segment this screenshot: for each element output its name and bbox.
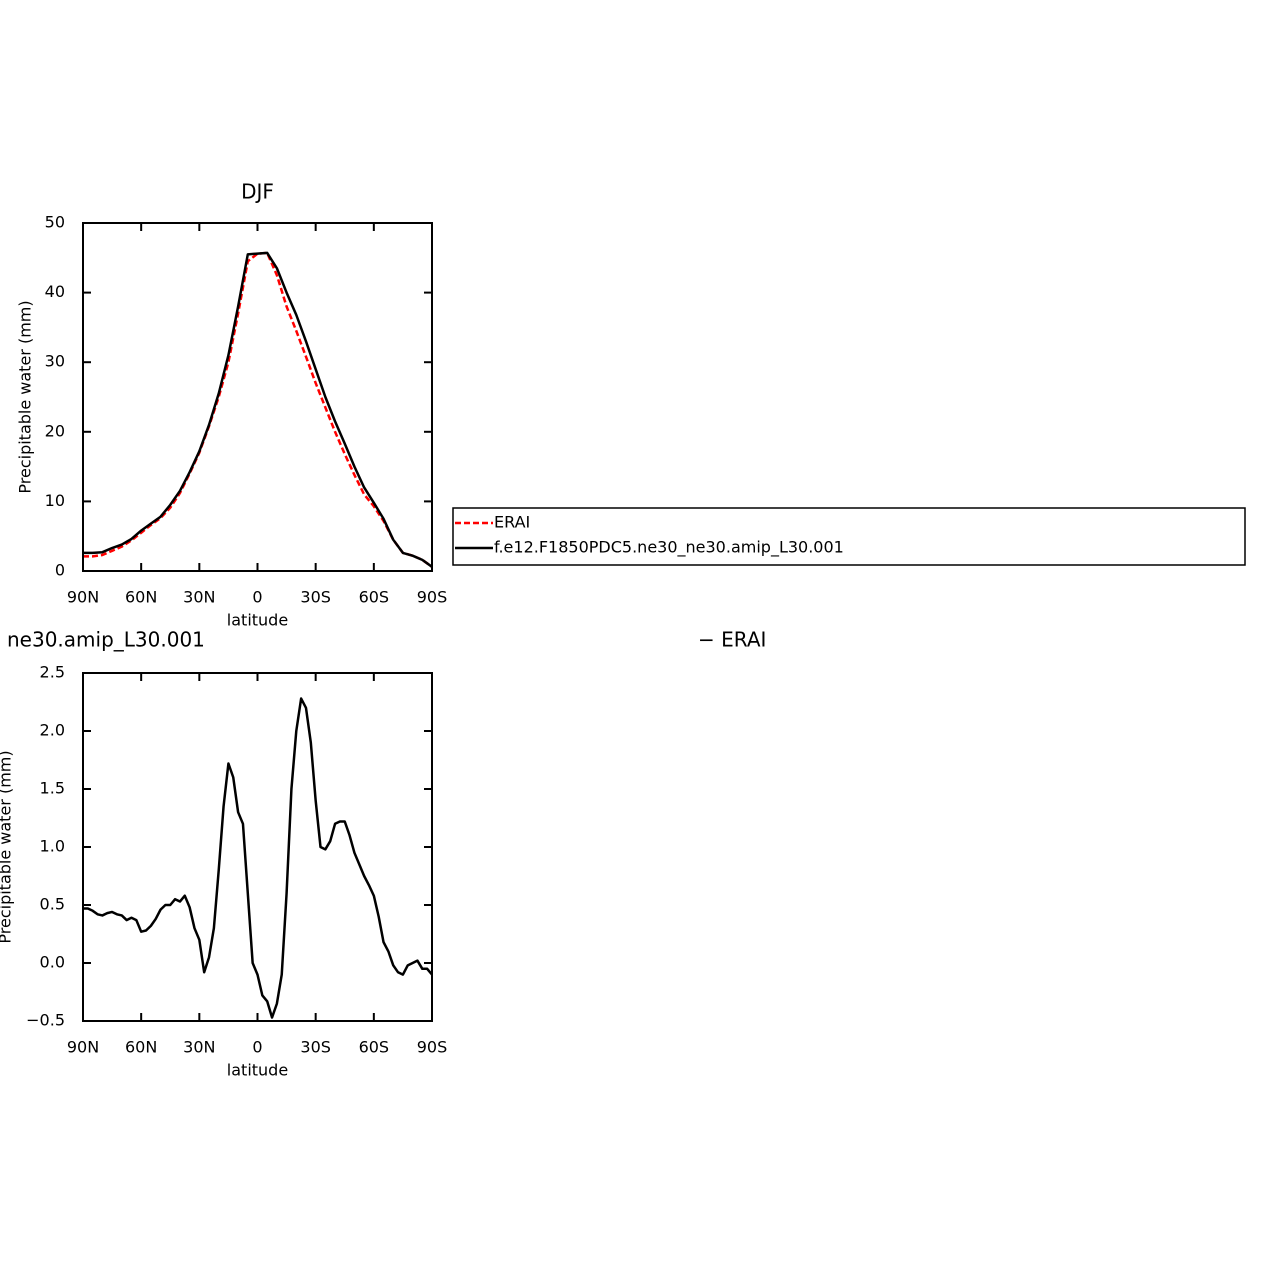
- y-tick-label: 30: [45, 352, 65, 371]
- y-axis-label: Precipitable water (mm): [0, 750, 15, 943]
- plot-frame: [82, 672, 433, 1022]
- x-tick-label: 90S: [417, 1038, 448, 1057]
- chart-title-left: ne30.amip_L30.001: [7, 628, 205, 652]
- x-tick-label: 60N: [125, 1038, 157, 1057]
- x-tick-label: 30N: [183, 1038, 215, 1057]
- x-tick-label: 30N: [183, 588, 215, 607]
- x-tick-label: 30S: [300, 588, 331, 607]
- y-tick-label: 1.0: [40, 837, 65, 856]
- y-tick-label: 20: [45, 421, 65, 440]
- y-tick-label: 0.5: [40, 895, 65, 914]
- y-tick-label: 2.0: [40, 721, 65, 740]
- y-tick-label: 0.0: [40, 953, 65, 972]
- plot-frame: [82, 222, 433, 572]
- x-tick-label: 90N: [67, 1038, 99, 1057]
- y-tick-label: 0: [55, 561, 65, 580]
- chart-title: DJF: [241, 180, 274, 204]
- y-axis-label: Precipitable water (mm): [16, 300, 35, 493]
- x-tick-label: 90N: [67, 588, 99, 607]
- data-line: [83, 697, 433, 1019]
- x-tick-label: 90S: [417, 588, 448, 607]
- data-line: [83, 251, 433, 568]
- y-tick-label: 1.5: [40, 779, 65, 798]
- x-tick-label: 60S: [359, 1038, 390, 1057]
- chart-title-right: − ERAI: [698, 628, 766, 652]
- x-tick-label: 0: [252, 1038, 262, 1057]
- x-tick-label: 60S: [359, 588, 390, 607]
- y-tick-label: 40: [45, 282, 65, 301]
- x-axis-label: latitude: [227, 1061, 288, 1080]
- x-tick-label: 0: [252, 588, 262, 607]
- y-axis-label-clip: Precipitable water (mm): [0, 750, 15, 943]
- x-axis-label: latitude: [227, 611, 288, 630]
- data-line: [83, 251, 433, 568]
- y-tick-label: 2.5: [40, 663, 65, 682]
- y-tick-label: 50: [45, 213, 65, 232]
- x-tick-label: 30S: [300, 1038, 331, 1057]
- y-tick-label: 10: [45, 491, 65, 510]
- y-tick-label: −0.5: [26, 1011, 65, 1030]
- legend-label: f.e12.F1850PDC5.ne30_ne30.amip_L30.001: [494, 538, 844, 558]
- legend-label: ERAI: [494, 513, 530, 532]
- x-tick-label: 60N: [125, 588, 157, 607]
- legend-box: [452, 507, 1246, 566]
